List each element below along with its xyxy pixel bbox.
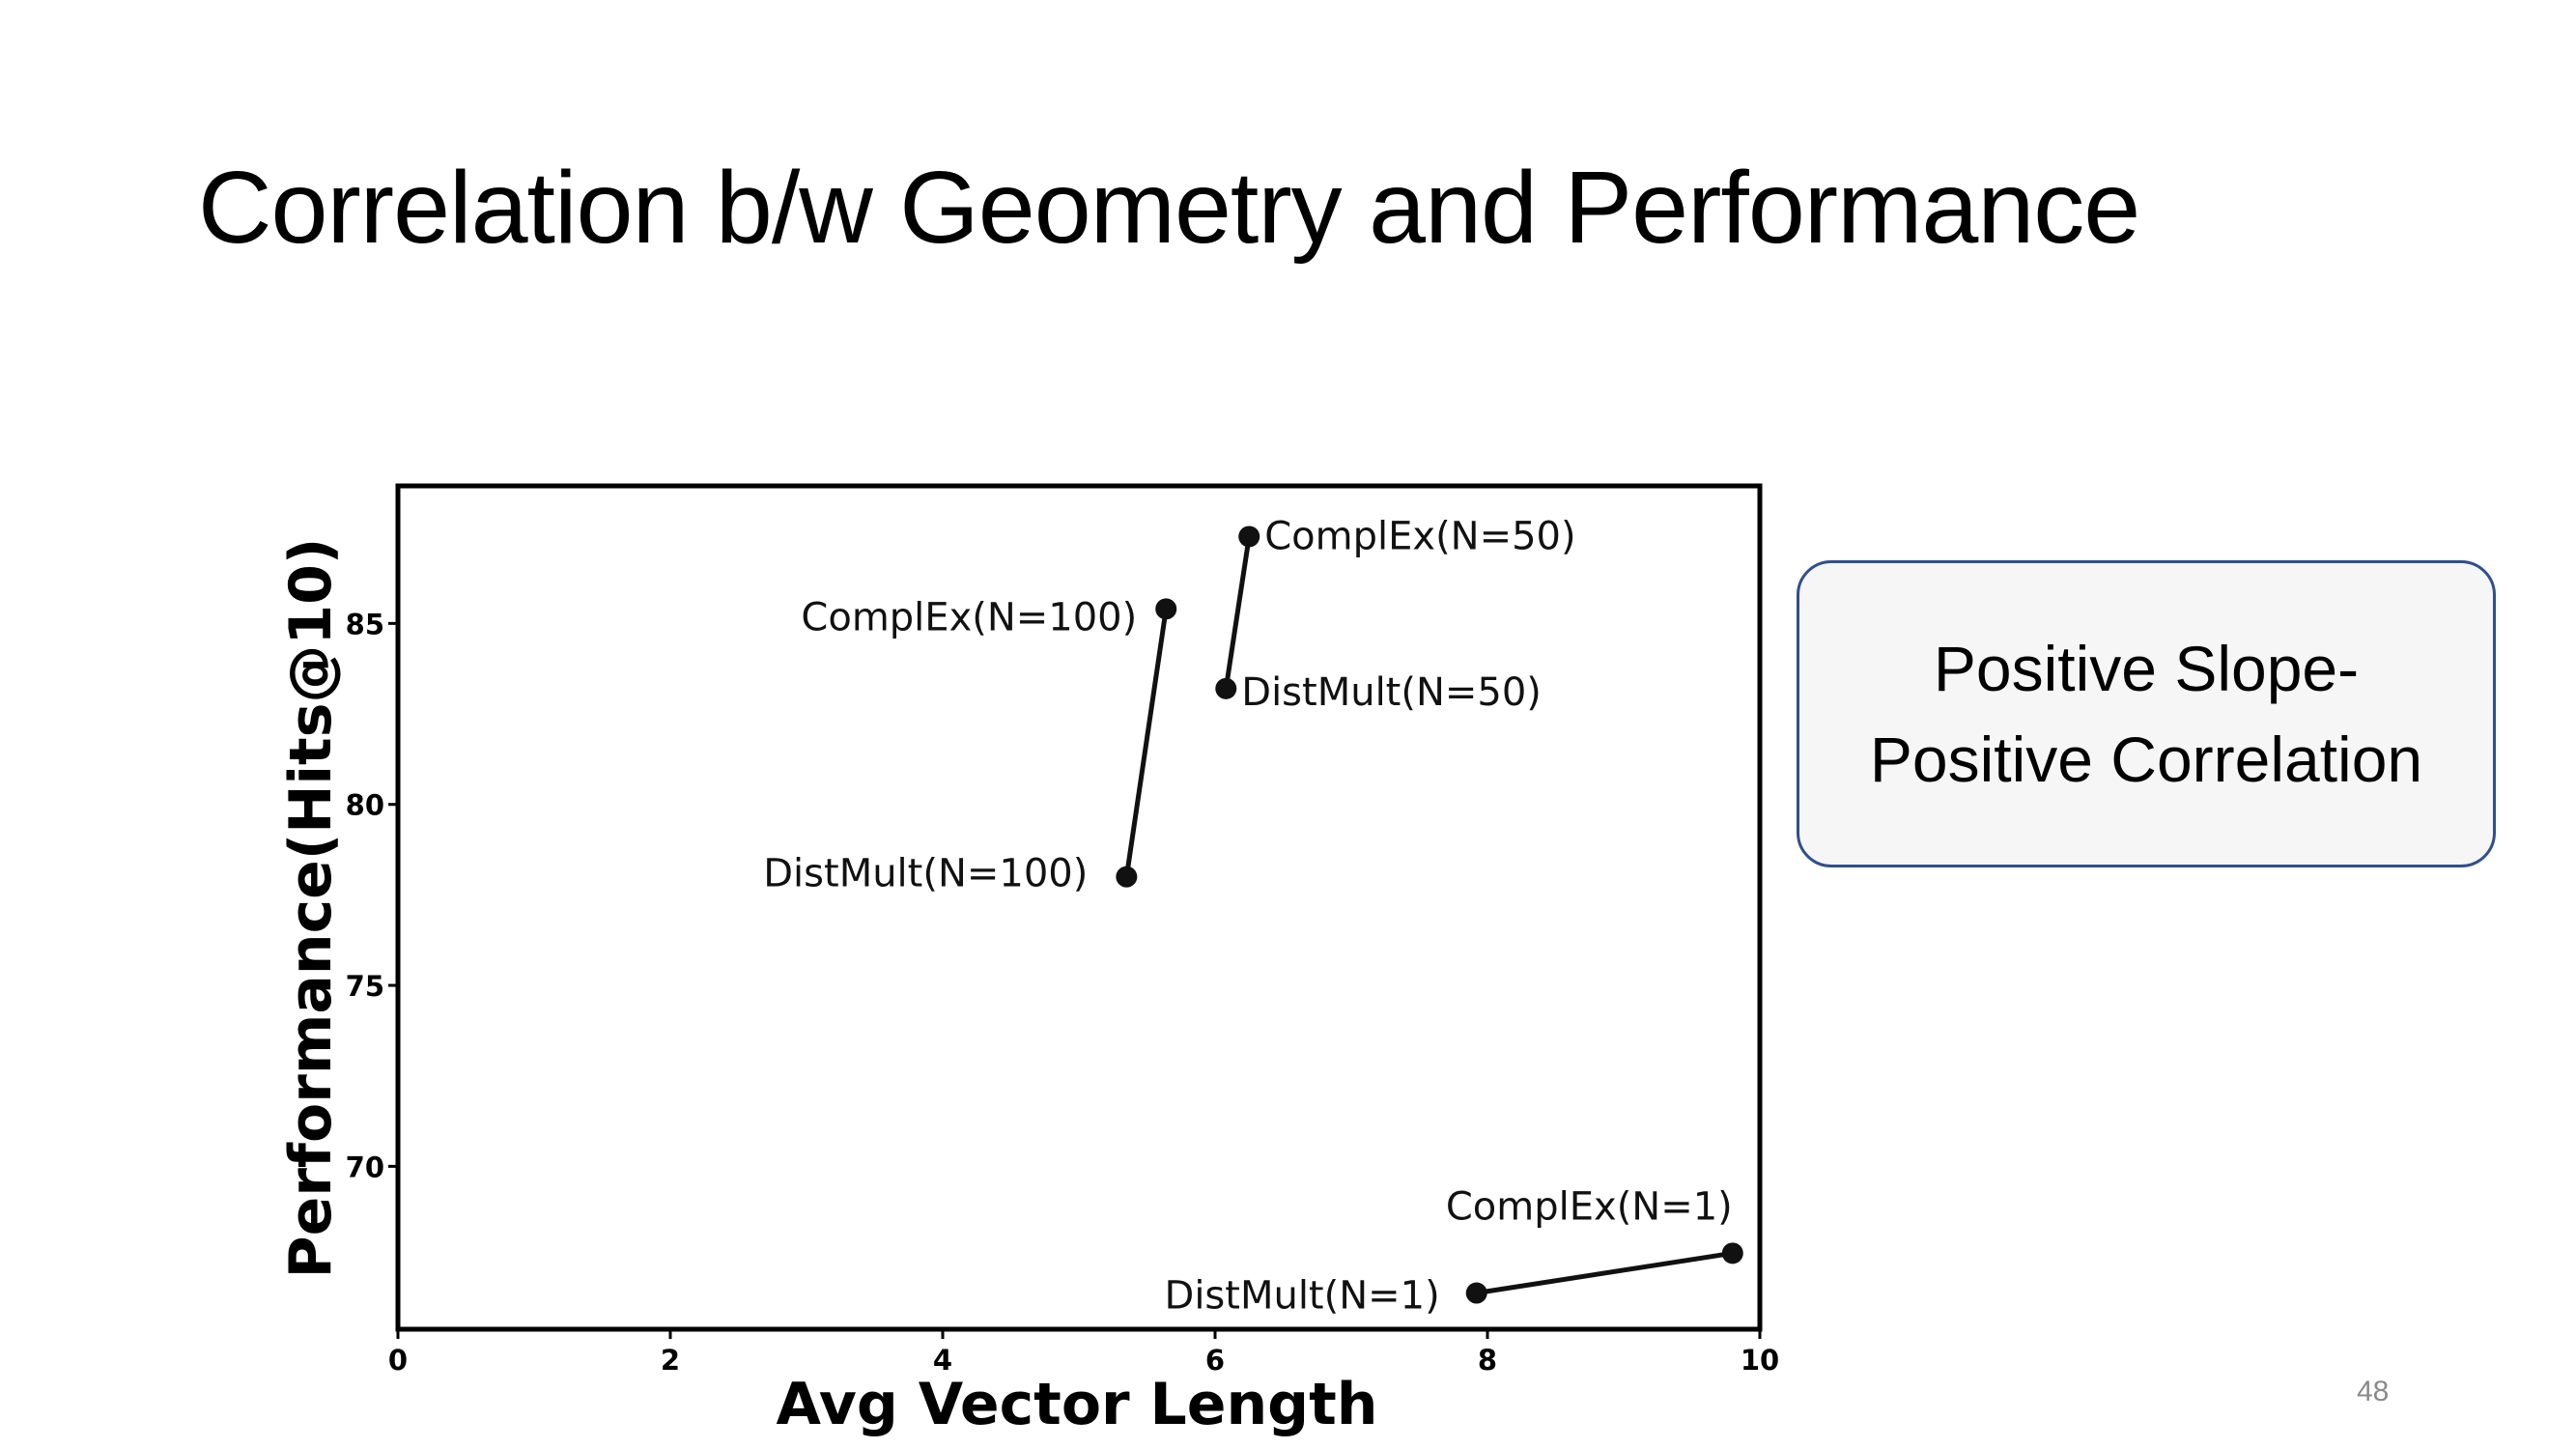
data-point (1155, 598, 1177, 620)
slide-title: Correlation b/w Geometry and Performance (198, 151, 2140, 265)
data-point (1116, 866, 1138, 888)
callout-line-1: Positive Slope- (1933, 633, 2360, 704)
data-label: DistMult(N=1) (1165, 1274, 1440, 1319)
x-tick-label: 4 (933, 1344, 952, 1377)
x-tick-label: 6 (1205, 1344, 1225, 1377)
x-tick-label: 8 (1478, 1344, 1497, 1377)
callout-line-2: Positive Correlation (1869, 724, 2423, 795)
data-series: DistMult(N=100) ComplEx(N=100) DistMult(N=… (763, 514, 1743, 1319)
data-label: DistMult(N=50) (1241, 670, 1542, 715)
y-tick-label: 80 (346, 789, 384, 822)
callout-text: Positive Slope- Positive Correlation (1870, 623, 2422, 805)
data-label: DistMult(N=100) (763, 852, 1088, 896)
y-tick-label: 75 (346, 970, 384, 1003)
axis-ticks: 0 2 4 6 8 10 70 75 80 85 (346, 608, 1780, 1377)
callout-box: Positive Slope- Positive Correlation (1797, 560, 2496, 867)
y-tick-label: 70 (346, 1151, 384, 1183)
data-point (1721, 1242, 1743, 1264)
data-label: ComplEx(N=50) (1264, 514, 1575, 558)
y-tick-label: 85 (346, 608, 384, 640)
x-tick-label: 2 (661, 1344, 680, 1377)
x-tick-label: 10 (1741, 1344, 1779, 1377)
data-point (1238, 526, 1260, 548)
plot-frame (395, 483, 1763, 1332)
series-line (1123, 609, 1169, 878)
data-point (1215, 677, 1237, 699)
data-label: ComplEx(N=1) (1446, 1184, 1733, 1229)
y-axis-label: Performance(Hits@10) (277, 538, 345, 1279)
data-label: ComplEx(N=100) (801, 595, 1137, 639)
data-point (1465, 1282, 1487, 1304)
page-number: 48 (2357, 1376, 2390, 1407)
x-tick-label: 0 (388, 1344, 408, 1377)
x-axis-label: Avg Vector Length (776, 1371, 1377, 1438)
series-line (1223, 536, 1252, 690)
series-line (1476, 1250, 1734, 1296)
